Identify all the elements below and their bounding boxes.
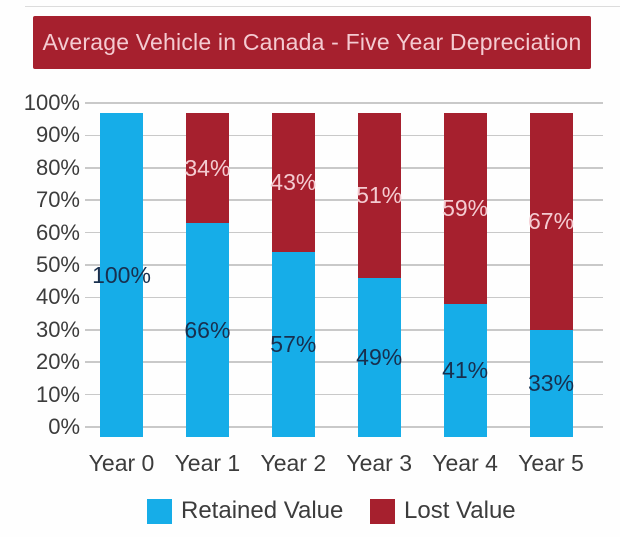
x-axis-label: Year 2 [260, 450, 327, 476]
retained-value-label: 41% [442, 357, 489, 384]
legend: Retained Value Lost Value [0, 497, 620, 527]
lost-value-label: 67% [527, 208, 575, 235]
legend-label-retained: Retained Value [181, 497, 344, 524]
bar-year-1: 34% 66% [184, 113, 231, 437]
bar-segment-retained: 57% [270, 252, 317, 437]
y-axis-tick-label: 20% [35, 349, 80, 375]
bar-segment-lost: 34% [184, 113, 231, 224]
x-axis-label: Year 1 [174, 450, 241, 476]
gridline [85, 167, 603, 169]
x-axis-label: Year 4 [432, 450, 498, 476]
y-axis-tick-label: 90% [35, 122, 80, 148]
gridline [85, 426, 603, 428]
bar-segment-retained: 41% [442, 304, 489, 437]
gridline [85, 296, 603, 299]
bar-year-3: 51% 49% [356, 113, 403, 437]
bar-segment-retained: 66% [184, 223, 231, 437]
bar-segment-retained: 49% [356, 278, 403, 437]
y-axis-tick-label: 80% [35, 154, 80, 180]
y-axis-tick-label: 50% [35, 252, 80, 277]
y-axis-tick-label: 40% [35, 284, 80, 310]
gridline [85, 231, 603, 234]
gridline [85, 102, 603, 104]
retained-swatch-icon [147, 498, 172, 524]
gridline [85, 134, 603, 137]
bar-segment-lost: 43% [270, 113, 317, 253]
y-axis-tick-label: 0% [48, 414, 80, 439]
y-axis-tick-label: 70% [35, 187, 80, 213]
legend-item-retained: Retained Value [147, 497, 343, 525]
gridline [85, 199, 603, 201]
lost-value-label: 59% [442, 195, 489, 222]
bar-year-4: 59% 41% [442, 113, 489, 437]
lost-value-label: 51% [356, 182, 403, 209]
x-axis-label: Year 3 [346, 450, 413, 476]
x-axis-label: Year 0 [88, 450, 155, 476]
gridline [85, 393, 603, 396]
bar-segment-retained: 33% [527, 330, 575, 437]
y-axis-tick-label: 30% [35, 316, 80, 342]
bar-year-0: 100% [92, 113, 151, 437]
y-axis-tick-label: 60% [35, 219, 80, 245]
retained-value-label: 100% [92, 261, 151, 288]
retained-value-label: 49% [356, 344, 403, 371]
bar-segment-lost: 67% [527, 113, 575, 331]
y-axis-tick-label: 100% [23, 90, 80, 115]
bar-segment-retained: 100% [92, 113, 151, 437]
gridline [85, 361, 603, 363]
gridline [85, 264, 603, 266]
bar-segment-lost: 59% [442, 113, 489, 305]
retained-value-label: 66% [184, 316, 231, 343]
bar-year-2: 43% 57% [270, 113, 317, 437]
bar-year-5: 67% 33% [527, 113, 575, 437]
top-border-line [25, 6, 620, 7]
bar-segment-lost: 51% [356, 113, 403, 279]
retained-value-label: 57% [270, 331, 317, 358]
chart-title-banner: Average Vehicle in Canada - Five Year De… [33, 16, 591, 69]
gridline [85, 329, 603, 331]
legend-label-lost: Lost Value [404, 497, 516, 524]
y-axis-tick-label: 10% [35, 381, 80, 407]
lost-swatch-icon [370, 498, 395, 524]
lost-value-label: 34% [184, 154, 231, 181]
x-axis-label: Year 5 [518, 450, 584, 476]
retained-value-label: 33% [527, 370, 575, 397]
legend-item-lost: Lost Value [370, 497, 516, 525]
lost-value-label: 43% [270, 169, 317, 196]
chart-title: Average Vehicle in Canada - Five Year De… [42, 29, 582, 55]
